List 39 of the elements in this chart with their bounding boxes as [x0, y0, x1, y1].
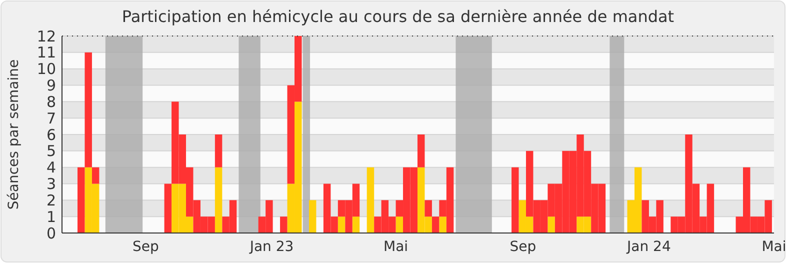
- y-tick-label: 9: [46, 76, 56, 94]
- x-tick-label: Sep: [132, 239, 160, 255]
- bar: [214, 167, 222, 233]
- bar: [417, 134, 425, 168]
- y-tick-label: 0: [46, 224, 56, 242]
- bar: [548, 216, 555, 233]
- y-tick-label: 8: [46, 92, 56, 111]
- y-tick-label: 7: [46, 109, 56, 128]
- bar: [308, 200, 316, 233]
- y-tick-label: 2: [46, 191, 56, 210]
- y-tick-label: 4: [46, 158, 56, 177]
- bar: [512, 167, 519, 233]
- x-tick-label: Jan 23: [248, 239, 294, 255]
- x-tick-label: Mai: [384, 239, 408, 255]
- bar: [352, 216, 360, 233]
- bar: [84, 52, 92, 168]
- y-tick-label: 6: [46, 126, 56, 144]
- bar: [214, 134, 222, 168]
- y-tick-label: 5: [46, 142, 56, 160]
- x-tick-label: Jan 24: [626, 239, 671, 255]
- x-tick-label: Sep: [510, 239, 536, 255]
- y-axis-title: Séances par semaine: [6, 59, 22, 210]
- bar: [92, 167, 100, 184]
- bar: [424, 200, 432, 217]
- bar: [366, 167, 374, 233]
- bar: [164, 184, 172, 233]
- y-tick-label: 1: [46, 208, 56, 226]
- bar: [338, 216, 346, 233]
- y-tick-label: 3: [46, 175, 56, 193]
- bar: [432, 216, 440, 233]
- x-tick-label: Mai: [762, 239, 786, 255]
- bar: [396, 216, 404, 233]
- chart-title: Participation en hémicycle au cours de sa dernière année de mandat: [122, 7, 674, 26]
- bar: [280, 216, 288, 233]
- y-tick-label: 12: [36, 27, 56, 46]
- bar: [78, 167, 85, 233]
- y-tick-label: 11: [36, 44, 56, 62]
- bar: [439, 216, 446, 233]
- y-tick-label: 10: [36, 60, 56, 78]
